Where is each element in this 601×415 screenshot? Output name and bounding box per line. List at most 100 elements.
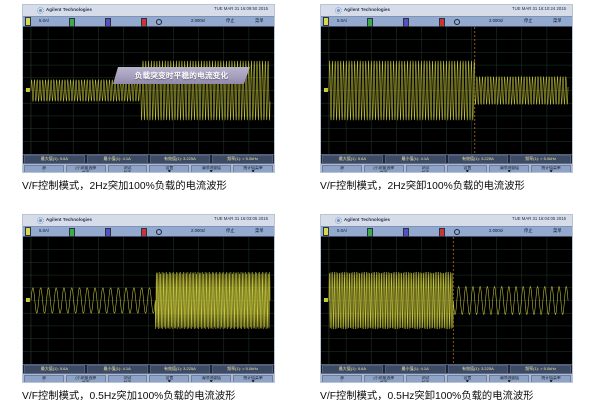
scope-datetime: TUE MAR 31 16:04:05 2015 — [512, 216, 566, 221]
run-state-label[interactable]: 停止 — [524, 18, 533, 24]
softkey-label: 清除测量值 — [499, 165, 519, 170]
softkey-test[interactable]: 测试 频率 — [107, 165, 148, 173]
waveform-svg — [321, 27, 572, 154]
oscilloscope-screen-2: Agilent Technologies TUE MAR 31 16:10:24… — [320, 4, 573, 173]
channel1-indicator[interactable] — [323, 227, 329, 236]
channel3-indicator[interactable] — [403, 18, 409, 27]
softkey-clear-measurements[interactable]: 清除测量值 ▼ — [191, 375, 232, 382]
softkey-label: 源 — [339, 375, 344, 381]
waveform-svg — [23, 27, 274, 154]
softkey-label: 测试 — [421, 165, 430, 171]
softkey-settings[interactable]: 设置 ▼ — [149, 375, 190, 383]
menu-label[interactable]: 菜单 — [255, 228, 264, 234]
brand-block: Agilent Technologies — [335, 217, 390, 224]
softkey-measure-select[interactable]: (小测量选择 频率 — [363, 375, 404, 382]
ch1-scale-label: 5.0A/ — [337, 18, 348, 24]
brand-name: Agilent Technologies — [344, 217, 391, 223]
softkey-source[interactable]: 源 1 — [24, 375, 64, 382]
softkey-sublabel: 1 — [340, 379, 343, 383]
softkey-test[interactable]: 测试 频率 — [107, 375, 148, 383]
scope-titlebar: Agilent Technologies TUE MAR 31 16:03:05… — [23, 215, 274, 226]
scope-titlebar: Agilent Technologies TUE MAR 31 16:04:05… — [321, 215, 572, 226]
brand-name: Agilent Technologies — [46, 217, 93, 223]
chevron-down-icon: ▼ — [464, 379, 470, 383]
channel1-indicator[interactable] — [25, 227, 31, 236]
menu-label[interactable]: 菜单 — [255, 18, 264, 24]
softkey-sublabel: 频率 — [123, 379, 132, 383]
softkey-test[interactable]: 测试 频率 — [405, 165, 446, 173]
softkey-clear-measurements[interactable]: 清除测量值 ▼ — [191, 165, 232, 173]
channel4-indicator[interactable] — [141, 18, 147, 27]
channel3-indicator[interactable] — [105, 228, 111, 237]
chevron-down-icon: ▼ — [208, 169, 214, 173]
softkey-sublabel: 1 — [340, 169, 343, 173]
softkey-measure-select[interactable]: (小测量选择 频率 — [363, 165, 404, 173]
figure-panel-1: Agilent Technologies TUE MAR 31 16:09:50… — [22, 4, 275, 193]
chevron-down-icon: ▼ — [250, 379, 256, 383]
channel4-indicator[interactable] — [439, 18, 445, 27]
softkey-clear-measurements[interactable]: 清除测量值 ▼ — [489, 165, 530, 173]
softkey-settings[interactable]: 设置 ▼ — [149, 165, 190, 172]
softkey-source[interactable]: 源 1 — [322, 375, 362, 383]
softkey-label: 清除测量值 — [499, 375, 519, 380]
brand-block: Agilent Technologies — [37, 217, 92, 224]
run-state-label[interactable]: 停止 — [524, 228, 533, 234]
measurement-row: 最大值(1): 5.6A 最小值(1): 4.1A 有效值(1): 3.225A… — [23, 364, 274, 374]
softkey-sublabel: 频率 — [421, 169, 430, 173]
waveform-screen: 负载突变时平稳的电流变化 — [23, 27, 274, 154]
softkey-sublabel: 1 — [42, 169, 45, 173]
ch1-scale-label: 5.0A/ — [39, 228, 50, 234]
chevron-down-icon: ▼ — [166, 379, 172, 383]
waveform-screen — [321, 237, 572, 364]
scope-status-bar: 5.0A/ 2.000s/ 停止 菜单 — [23, 226, 274, 237]
channel2-indicator[interactable] — [69, 18, 75, 27]
softkey-sublabel: 频率 — [379, 169, 388, 173]
channel1-ground-marker — [25, 298, 30, 302]
channel2-indicator[interactable] — [367, 228, 373, 237]
agilent-logo-icon — [335, 217, 342, 224]
run-state-label[interactable]: 停止 — [226, 18, 235, 24]
channel1-indicator[interactable] — [25, 17, 31, 26]
softkey-sublabel: 频率 — [123, 169, 132, 173]
waveform-screen — [321, 27, 572, 154]
oscilloscope-screen-3: Agilent Technologies TUE MAR 31 16:03:05… — [22, 214, 275, 383]
channel4-indicator[interactable] — [439, 228, 445, 237]
figure-caption: V/F控制模式，2Hz突卸100%负载的电流波形 — [320, 181, 525, 192]
softkey-label: (小测量选择 — [75, 165, 97, 171]
scope-datetime: TUE MAR 31 16:10:24 2015 — [512, 6, 566, 11]
softkey-measure-select[interactable]: (小测量选择 频率 — [65, 375, 106, 383]
menu-label[interactable]: 菜单 — [553, 18, 562, 24]
softkey-measure-select[interactable]: (小测量选择 频率 — [65, 165, 106, 173]
softkey-label: (小测量选择 — [373, 375, 395, 381]
figure-panel-2: Agilent Technologies TUE MAR 31 16:10:24… — [320, 4, 573, 193]
oscilloscope-screen-1: Agilent Technologies TUE MAR 31 16:09:50… — [22, 4, 275, 173]
softkey-statistics-menu[interactable]: 统计值菜单 ▼ — [233, 165, 273, 173]
channel1-indicator[interactable] — [323, 17, 329, 26]
softkey-sublabel: 频率 — [81, 379, 90, 383]
chevron-down-icon: ▼ — [506, 169, 512, 173]
channel4-indicator[interactable] — [141, 228, 147, 237]
softkey-settings[interactable]: 设置 ▼ — [447, 165, 488, 172]
softkey-row: 源 1 (小测量选择 频率 测试 频率 设置 ▼ 清除测量值 ▼ — [23, 163, 274, 173]
softkey-source[interactable]: 源 1 — [24, 165, 64, 173]
softkey-source[interactable]: 源 1 — [322, 165, 362, 173]
figure-caption: V/F控制模式，0.5Hz突加100%负载的电流波形 — [22, 391, 236, 402]
softkey-settings[interactable]: 设置 ▼ — [447, 375, 488, 383]
channel3-indicator[interactable] — [403, 228, 409, 237]
softkey-statistics-menu[interactable]: 统计值菜单 ▼ — [531, 165, 571, 172]
softkey-test[interactable]: 测试 频率 — [405, 375, 446, 382]
channel3-indicator[interactable] — [105, 18, 111, 27]
channel2-indicator[interactable] — [367, 18, 373, 27]
softkey-clear-measurements[interactable]: 清除测量值 ▼ — [489, 375, 530, 382]
softkey-sublabel: 频率 — [81, 169, 90, 173]
channel2-indicator[interactable] — [69, 228, 75, 237]
channel1-ground-marker — [323, 298, 328, 302]
run-state-label[interactable]: 停止 — [226, 228, 235, 234]
softkey-statistics-menu[interactable]: 统计值菜单 ▼ — [233, 375, 273, 383]
softkey-statistics-menu[interactable]: 统计值菜单 ▼ — [531, 375, 571, 382]
menu-label[interactable]: 菜单 — [553, 228, 562, 234]
chevron-down-icon: ▼ — [250, 169, 256, 173]
brand-block: Agilent Technologies — [335, 7, 390, 14]
softkey-label: 源 — [41, 165, 46, 171]
scope-status-bar: 5.0A/ 2.000s/ 停止 菜单 — [321, 16, 572, 27]
